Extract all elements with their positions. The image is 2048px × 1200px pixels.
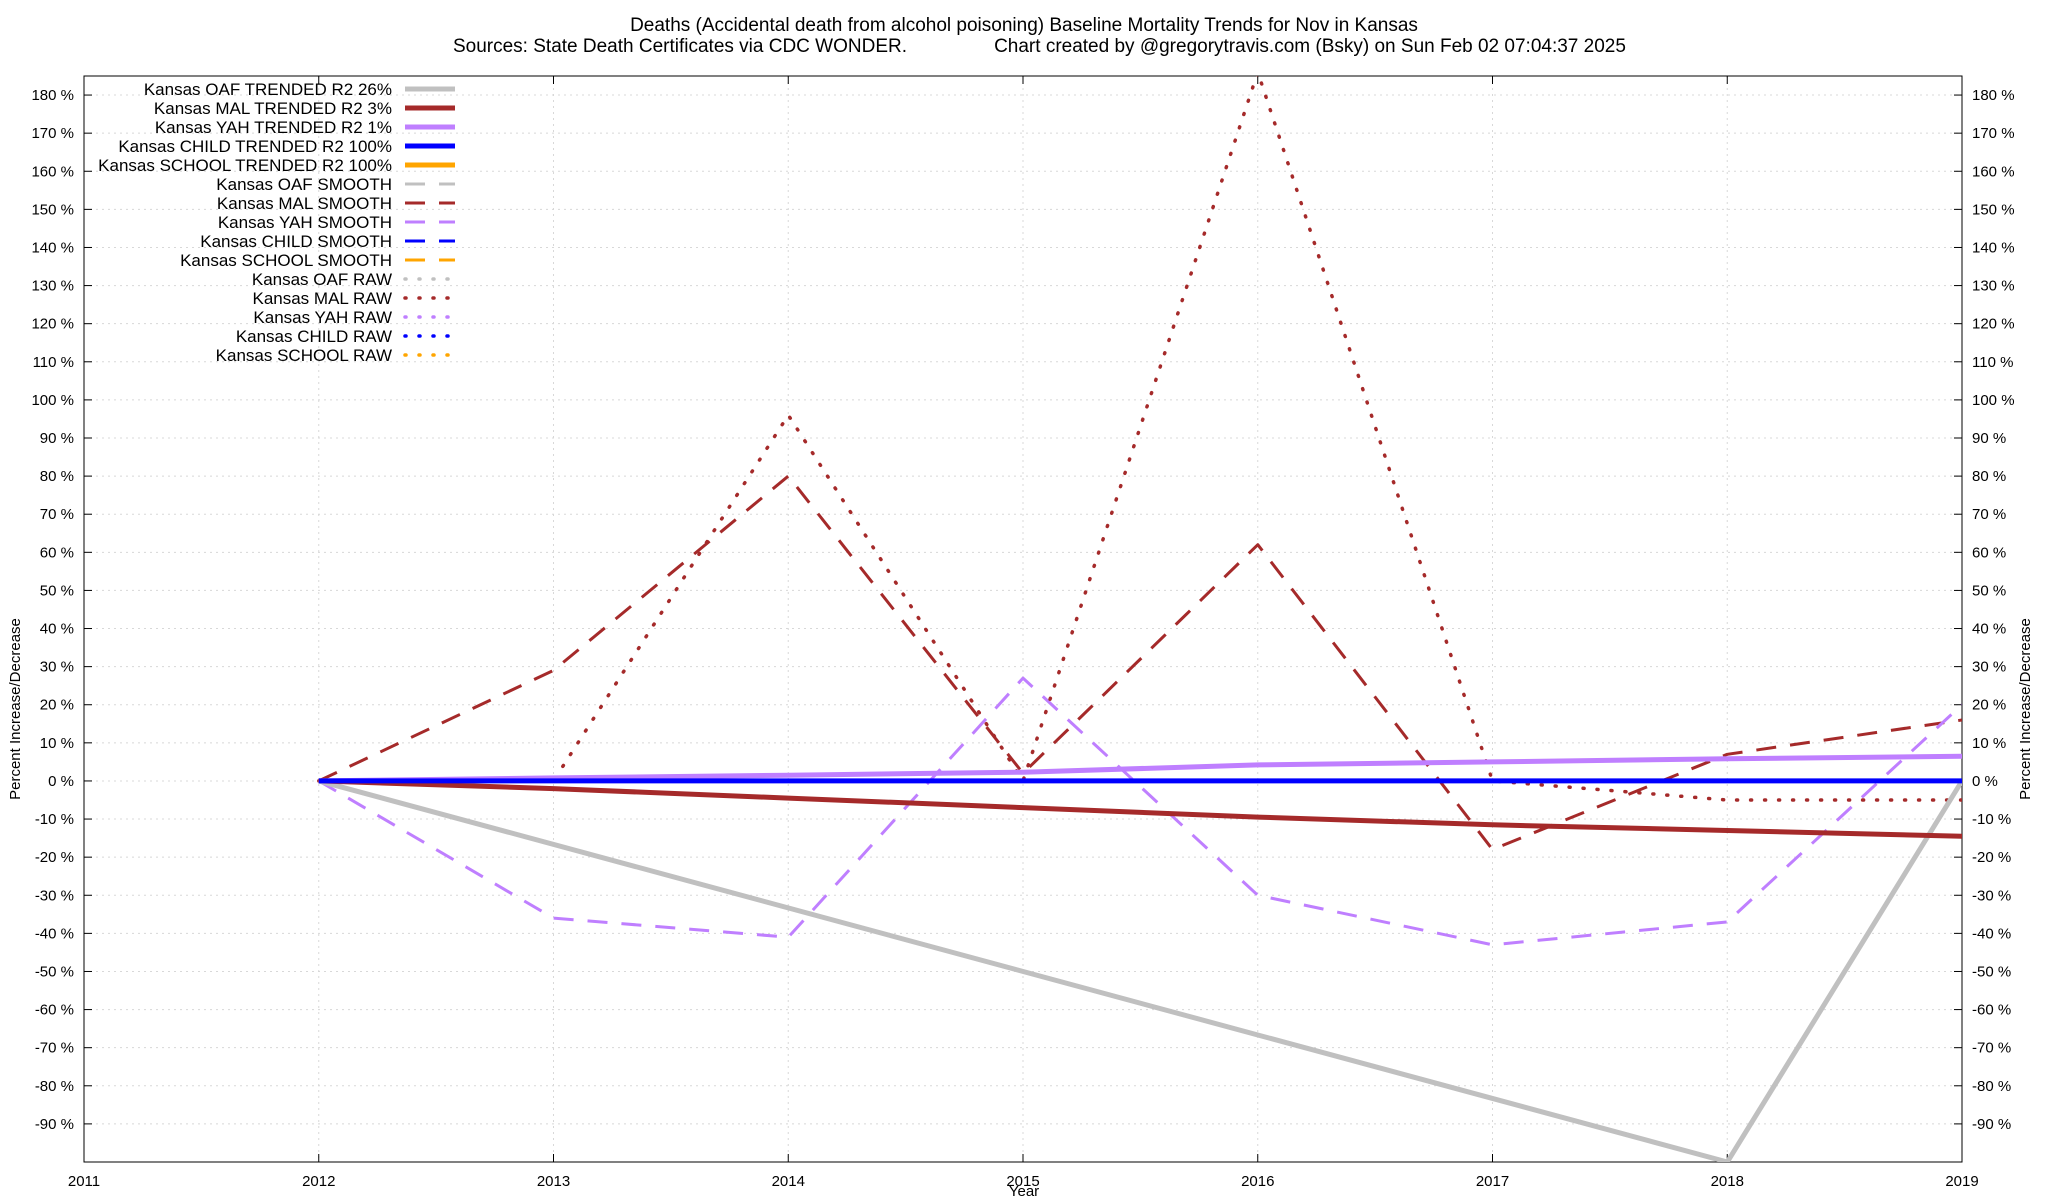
legend-label: Kansas MAL RAW — [252, 289, 392, 308]
y-tick-label-right: -70 % — [1972, 1040, 2011, 1057]
y-tick-label-left: -80 % — [35, 1078, 74, 1095]
y-tick-label-right: 10 % — [1972, 735, 2006, 752]
y-tick-label-right: 120 % — [1972, 316, 2015, 333]
y-axis-label-right: Percent Increase/Decrease — [2017, 618, 2034, 800]
y-tick-label-left: 20 % — [40, 697, 74, 714]
x-tick-label: 2015 — [1006, 1173, 1039, 1190]
series-line-kansas-mal-smooth — [318, 474, 1962, 851]
y-tick-label-right: 140 % — [1972, 239, 2015, 256]
y-tick-label-right: 100 % — [1972, 392, 2015, 409]
series-group — [317, 76, 1962, 1162]
legend-label: Kansas SCHOOL RAW — [216, 346, 392, 365]
x-tick-label: 2013 — [537, 1173, 570, 1190]
chart-sources: Sources: State Death Certificates via CD… — [453, 36, 907, 57]
legend-label: Kansas YAH TRENDED R2 1% — [155, 118, 392, 137]
y-tick-label-right: -40 % — [1972, 925, 2011, 942]
series-line-kansas-yah-smooth — [318, 676, 1962, 947]
x-tick-label: 2011 — [68, 1173, 100, 1190]
y-tick-label-left: -40 % — [35, 925, 74, 942]
y-tick-label-left: 140 % — [31, 239, 74, 256]
y-tick-label-right: 60 % — [1972, 544, 2006, 561]
legend-label: Kansas OAF RAW — [252, 270, 392, 289]
y-tick-label-left: 50 % — [40, 582, 74, 599]
y-tick-label-left: -20 % — [35, 849, 74, 866]
plot-frame — [83, 75, 1963, 1163]
y-tick-label-left: 150 % — [31, 201, 74, 218]
y-tick-label-right: 170 % — [1972, 125, 2015, 142]
y-tick-label-left: -10 % — [35, 811, 74, 828]
y-tick-label-left: 170 % — [31, 125, 74, 142]
y-tick-label-right: -50 % — [1972, 963, 2011, 980]
y-tick-label-right: 90 % — [1972, 430, 2006, 447]
y-tick-label-left: 180 % — [31, 87, 74, 104]
y-tick-label-left: 0 % — [48, 773, 74, 790]
y-tick-label-left: 90 % — [40, 430, 74, 447]
y-tick-label-left: -90 % — [35, 1116, 74, 1133]
legend-label: Kansas OAF TRENDED R2 26% — [144, 80, 392, 99]
legend: Kansas OAF TRENDED R2 26%Kansas MAL TREN… — [98, 80, 457, 365]
legend-label: Kansas CHILD TRENDED R2 100% — [118, 137, 392, 156]
y-tick-label-right: 150 % — [1972, 201, 2015, 218]
y-tick-label-left: 100 % — [31, 392, 74, 409]
y-tick-label-left: -30 % — [35, 887, 74, 904]
y-tick-label-left: 80 % — [40, 468, 74, 485]
y-tick-label-left: 30 % — [40, 659, 74, 676]
x-tick-label: 2017 — [1476, 1173, 1509, 1190]
y-tick-label-left: 120 % — [31, 316, 74, 333]
y-tick-label-right: -20 % — [1972, 849, 2011, 866]
y-tick-label-left: -60 % — [35, 1002, 74, 1019]
y-tick-label-right: -10 % — [1972, 811, 2011, 828]
y-tick-label-left: 110 % — [33, 354, 74, 371]
y-tick-label-left: 130 % — [31, 278, 74, 295]
y-tick-label-right: -30 % — [1972, 887, 2011, 904]
series-line-kansas-yah-trended-r2-1 — [318, 753, 1962, 784]
legend-label: Kansas MAL SMOOTH — [217, 194, 392, 213]
series-line-kansas-mal-raw — [317, 76, 1962, 802]
axes: 180 % 180 % 170 % 170 % 160 % 160 % 150 % 150 %… — [31, 75, 2015, 1190]
y-tick-label-right: -80 % — [1972, 1078, 2011, 1095]
y-tick-label-right: 30 % — [1972, 659, 2006, 676]
series-line-kansas-mal-trended-r2-3 — [318, 778, 1962, 839]
legend-label: Kansas SCHOOL TRENDED R2 100% — [98, 156, 392, 175]
legend-label: Kansas CHILD RAW — [236, 327, 392, 346]
series-line-kansas-oaf-trended-r2-26 — [318, 778, 1962, 1162]
y-tick-label-left: -50 % — [35, 963, 74, 980]
chart-title: Deaths (Accidental death from alcohol po… — [630, 15, 1418, 36]
legend-label: Kansas YAH RAW — [253, 308, 392, 327]
y-tick-label-left: 40 % — [40, 621, 74, 638]
y-tick-label-right: 110 % — [1972, 354, 2013, 371]
y-tick-label-right: 160 % — [1972, 163, 2015, 180]
y-tick-label-right: 130 % — [1972, 278, 2015, 295]
chart-credit: Chart created by @gregorytravis.com (Bsk… — [994, 36, 1626, 57]
y-tick-label-right: 40 % — [1972, 621, 2006, 638]
y-tick-label-left: -70 % — [35, 1040, 74, 1057]
legend-label: Kansas SCHOOL SMOOTH — [180, 251, 392, 270]
y-tick-label-left: 160 % — [31, 163, 74, 180]
y-tick-label-right: -90 % — [1972, 1116, 2011, 1133]
legend-label: Kansas YAH SMOOTH — [218, 213, 392, 232]
x-tick-label: 2014 — [772, 1173, 805, 1190]
y-tick-label-right: 50 % — [1972, 582, 2006, 599]
legend-label: Kansas CHILD SMOOTH — [200, 232, 392, 251]
y-tick-label-right: 70 % — [1972, 506, 2006, 523]
y-tick-label-right: 80 % — [1972, 468, 2006, 485]
y-tick-label-right: 180 % — [1972, 87, 2015, 104]
y-tick-label-left: 70 % — [40, 506, 74, 523]
x-axis-label: Year — [1009, 1183, 1039, 1200]
y-tick-label-right: 20 % — [1972, 697, 2006, 714]
x-tick-label: 2016 — [1241, 1173, 1274, 1190]
legend-label: Kansas OAF SMOOTH — [216, 175, 392, 194]
y-tick-label-right: -60 % — [1972, 1002, 2011, 1019]
legend-label: Kansas MAL TRENDED R2 3% — [154, 99, 392, 118]
y-axis-label-left: Percent Increase/Decrease — [7, 618, 24, 800]
y-tick-label-right: 0 % — [1972, 773, 1998, 790]
x-tick-label: 2018 — [1711, 1173, 1744, 1190]
x-tick-label: 2012 — [302, 1173, 335, 1190]
y-tick-label-left: 60 % — [40, 544, 74, 561]
x-tick-label: 2019 — [1945, 1173, 1978, 1190]
y-tick-label-left: 10 % — [40, 735, 74, 752]
